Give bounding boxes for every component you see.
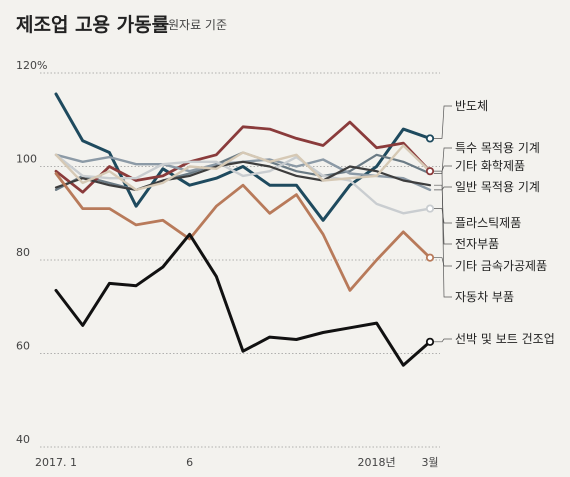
leader-line: [434, 105, 452, 139]
y-tick-label: 120%: [16, 59, 47, 72]
y-tick-label: 100: [16, 153, 37, 166]
series-label-특수-목적용-기계: 특수 목적용 기계: [455, 141, 540, 155]
leader-line: [434, 147, 452, 174]
end-marker-기타-화학제품: [425, 167, 435, 176]
y-axis-ticks: 120% 100 80 60 40: [16, 59, 47, 446]
end-marker-플라스틱제품: [425, 204, 435, 213]
y-tick-label: 80: [16, 246, 30, 259]
chart-subtitle: 원자료 기준: [168, 18, 228, 32]
x-tick-label: 2017. 1: [35, 456, 77, 469]
series-line-기타-금속가공제품: [54, 172, 432, 292]
end-marker-선박-및-보트-건조업: [425, 337, 435, 346]
series-lines: [54, 92, 435, 367]
y-tick-label: 60: [16, 340, 30, 353]
grid-lines: [40, 72, 440, 448]
leader-line: [434, 338, 452, 343]
series-line-기타-화학제품: [54, 120, 432, 194]
label-leaders: [434, 105, 452, 343]
x-axis-ticks: 2017. 1 6 2018년 3월: [35, 456, 439, 469]
series-line-전자부품: [54, 160, 432, 191]
series-label-기타-화학제품: 기타 화학제품: [455, 159, 525, 173]
x-tick-label: 6: [186, 456, 193, 469]
series-line-선박-및-보트-건조업: [54, 232, 432, 367]
series-line-자동차-부품: [54, 144, 432, 192]
end-marker-반도체: [425, 134, 435, 143]
leader-line: [434, 257, 452, 267]
series-label-자동차-부품: 자동차 부품: [455, 290, 514, 304]
series-label-반도체: 반도체: [455, 99, 488, 113]
series-label-선박-및-보트-건조업: 선박 및 보트 건조업: [455, 332, 555, 346]
x-tick-label: 2018년: [358, 456, 396, 469]
end-marker-기타-금속가공제품: [425, 253, 435, 262]
series-label-일반-목적용-기계: 일반 목적용 기계: [455, 180, 540, 194]
y-tick-label: 40: [16, 433, 30, 446]
leader-line: [434, 170, 452, 298]
chart-title: 제조업 고용 가동률: [16, 14, 170, 36]
leader-line: [434, 186, 452, 191]
series-label-기타-금속가공제품: 기타 금속가공제품: [455, 259, 547, 273]
series-label-플라스틱제품: 플라스틱제품: [455, 216, 521, 230]
series-label-전자부품: 전자부품: [455, 237, 499, 251]
x-tick-label: 3월: [421, 456, 438, 469]
